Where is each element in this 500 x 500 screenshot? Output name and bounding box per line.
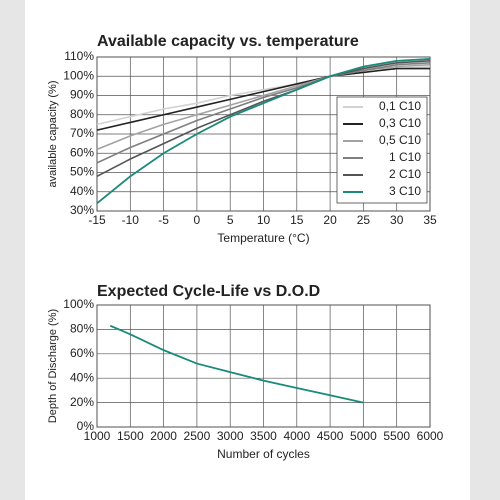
legend-label: 0,5 C10 (379, 133, 421, 147)
legend-box (336, 96, 428, 204)
y-tick-label: 30% (70, 203, 94, 217)
y-tick-label: 90% (70, 88, 94, 102)
legend-label: 0,1 C10 (379, 99, 421, 113)
data-line (109, 324, 364, 404)
data-line (96, 61, 431, 164)
x-tick-label: -10 (122, 213, 140, 227)
y-tick-label: 60% (70, 145, 94, 159)
x-tick-label: 15 (290, 213, 304, 227)
x-tick-label: 6000 (417, 429, 444, 443)
legend-label: 1 C10 (389, 150, 421, 164)
y-axis-label: available capacity (%) (47, 81, 59, 188)
chart-title: Available capacity vs. temperature (97, 33, 359, 50)
x-tick-label: 4500 (317, 429, 344, 443)
data-line (96, 67, 430, 131)
y-tick-label: 100% (63, 297, 94, 311)
x-tick-label: 5000 (350, 429, 377, 443)
y-tick-label: 100% (63, 68, 94, 82)
data-line (96, 60, 431, 178)
y-tick-label: 80% (70, 322, 94, 336)
x-tick-label: 0 (194, 213, 201, 227)
x-axis-label: Number of cycles (217, 447, 310, 461)
legend-label: 0,3 C10 (379, 116, 421, 130)
x-tick-label: 35 (423, 213, 437, 227)
y-tick-label: 50% (70, 165, 94, 179)
data-line (96, 58, 431, 204)
y-tick-label: 110% (64, 49, 94, 63)
y-axis-label: Depth of Discharge (%) (47, 309, 59, 423)
y-tick-label: 40% (70, 370, 94, 384)
x-tick-label: 3500 (250, 429, 277, 443)
x-axis-label: Temperature (°C) (217, 231, 309, 245)
x-tick-label: 1000 (84, 429, 111, 443)
x-tick-label: -15 (88, 213, 106, 227)
x-tick-label: 10 (257, 213, 271, 227)
y-tick-label: 60% (70, 346, 94, 360)
x-tick-label: 5 (227, 213, 234, 227)
chart-title: Expected Cycle-Life vs D.O.D (97, 283, 320, 300)
y-tick-label: 70% (70, 126, 94, 140)
x-tick-label: 4000 (283, 429, 310, 443)
x-tick-label: 2500 (184, 429, 211, 443)
x-tick-label: 2000 (150, 429, 177, 443)
x-tick-label: 25 (357, 213, 371, 227)
x-tick-label: 1500 (117, 429, 144, 443)
x-tick-label: 30 (390, 213, 404, 227)
x-tick-label: 20 (323, 213, 337, 227)
y-tick-label: 40% (70, 184, 94, 198)
y-tick-label: 80% (70, 107, 94, 121)
x-tick-label: 5500 (383, 429, 410, 443)
x-tick-label: -5 (158, 213, 169, 227)
y-tick-label: 0% (77, 419, 95, 433)
x-tick-label: 3000 (217, 429, 244, 443)
y-tick-label: 20% (70, 395, 94, 409)
legend-label: 3 C10 (389, 184, 421, 198)
legend-label: 2 C10 (389, 167, 421, 181)
